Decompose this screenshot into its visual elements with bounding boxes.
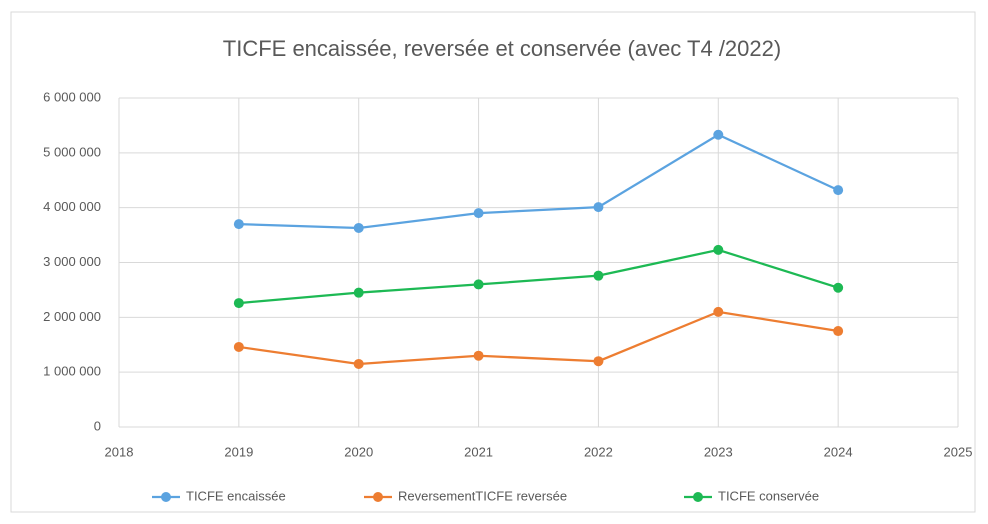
point [473,279,484,290]
point [233,298,244,309]
point [593,270,604,281]
x-tick-label: 2023 [704,444,733,459]
x-tick-label: 2022 [584,444,613,459]
point [233,341,244,352]
point [593,202,604,213]
y-tick-label: 3 000 000 [43,254,101,269]
point [833,185,844,196]
legend-label: TICFE encaissée [186,488,286,503]
x-tick-label: 2021 [464,444,493,459]
point [713,244,724,255]
x-tick-label: 2024 [824,444,853,459]
series-line [238,133,839,230]
point [713,306,724,317]
point [833,282,844,293]
legend-label: ReversementTICFE reversée [398,488,567,503]
series-line [238,310,839,366]
y-tick-label: 6 000 000 [43,89,101,104]
point [353,287,364,298]
legend-label: TICFE conservée [718,488,819,503]
chart-title: TICFE encaissée, reversée et conservée (… [223,36,781,61]
x-tick-label: 2018 [105,444,134,459]
point [593,356,604,367]
y-tick-label: 1 000 000 [43,364,101,379]
point [473,350,484,361]
point [833,326,844,337]
point [233,219,244,230]
legend-marker [161,492,171,502]
legend-marker [693,492,703,502]
x-tick-label: 2020 [344,444,373,459]
y-tick-label: 0 [94,418,101,433]
point [353,358,364,369]
y-tick-label: 5 000 000 [43,144,101,159]
y-tick-label: 2 000 000 [43,309,101,324]
legend-marker [373,492,383,502]
x-tick-label: 2025 [944,444,973,459]
y-tick-label: 4 000 000 [43,199,101,214]
series-line [238,248,839,305]
point [353,222,364,233]
point [713,129,724,140]
point [473,208,484,219]
x-tick-label: 2019 [224,444,253,459]
